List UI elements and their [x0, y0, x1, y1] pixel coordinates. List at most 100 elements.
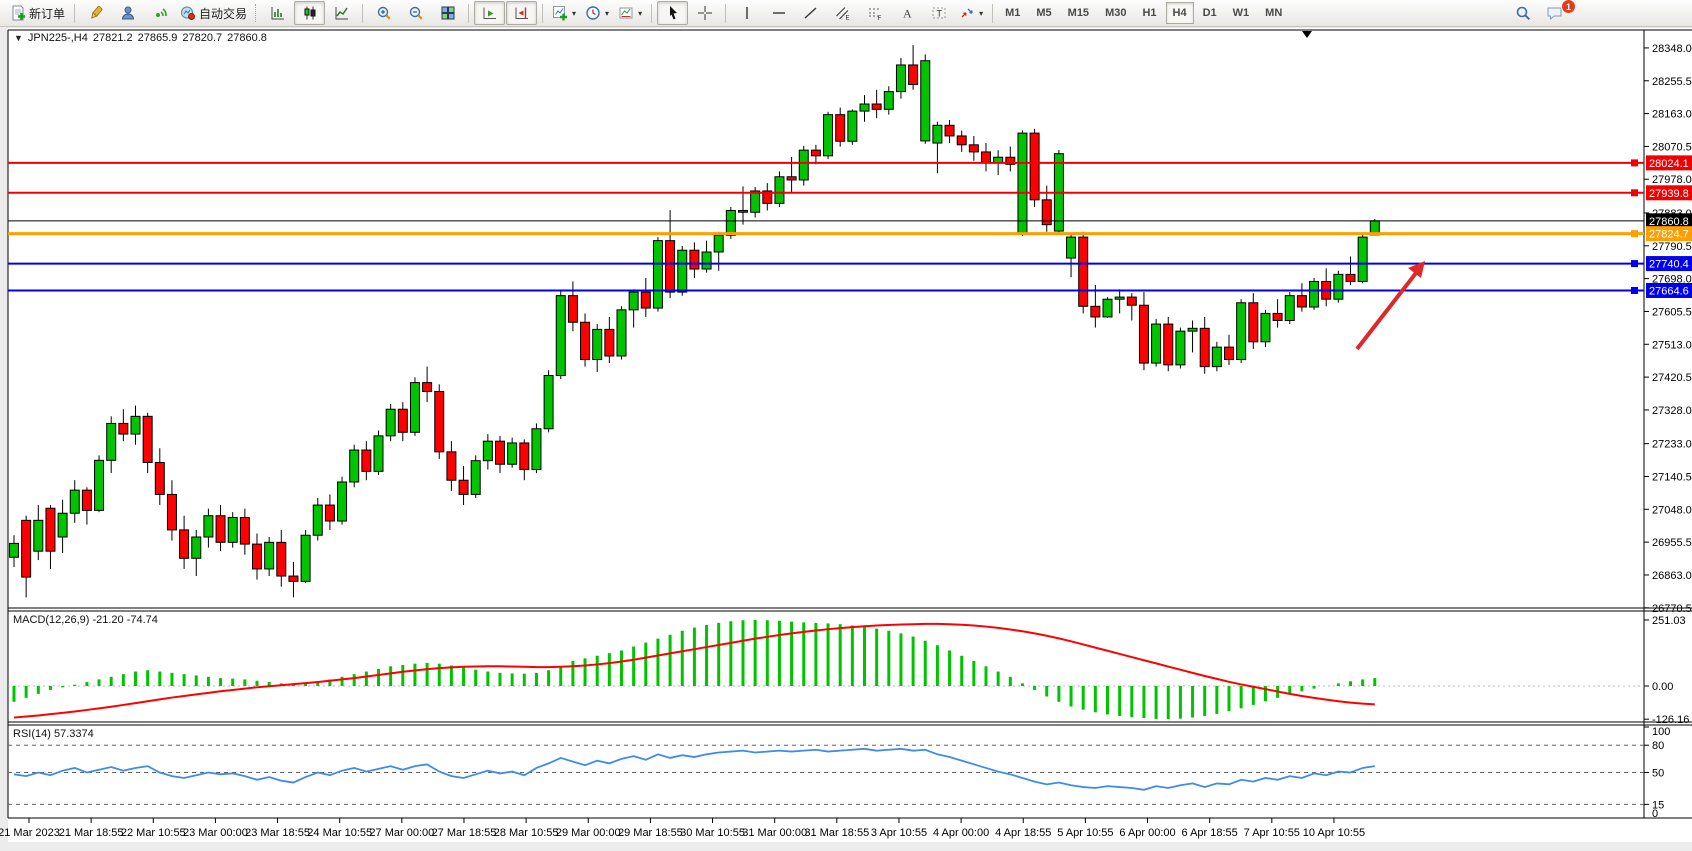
- trendline-button[interactable]: [795, 1, 826, 25]
- chart-symbol-period: JPN225-,H4: [27, 32, 88, 44]
- svg-text:27978.0: 27978.0: [1652, 174, 1692, 186]
- zoom-in-button[interactable]: [368, 1, 399, 25]
- svg-text:7 Apr 10:55: 7 Apr 10:55: [1244, 827, 1300, 839]
- svg-text:27 Mar 00:00: 27 Mar 00:00: [369, 827, 434, 839]
- autotrading-icon: [180, 5, 196, 21]
- line-chart-button[interactable]: [326, 1, 357, 25]
- svg-text:4 Apr 00:00: 4 Apr 00:00: [933, 827, 989, 839]
- horizontal-line-icon: [771, 5, 787, 21]
- templates-icon: [618, 5, 634, 21]
- price-tag: [1646, 282, 1692, 298]
- text-icon: A: [899, 5, 915, 21]
- templates-button[interactable]: ▾: [614, 1, 646, 25]
- macd-label: MACD(12,26,9) -21.20 -74.74: [13, 614, 158, 626]
- svg-text:80: 80: [1652, 740, 1664, 752]
- notification-badge: 1: [1561, 0, 1576, 14]
- new-order-button[interactable]: 新订单: [6, 1, 69, 25]
- metaeditor-icon: [88, 5, 104, 21]
- svg-text:27790.5: 27790.5: [1652, 241, 1692, 253]
- timeframe-group: M1 M5 M15 M30 H1 H4 D1 W1 MN: [998, 2, 1289, 24]
- svg-text:50: 50: [1652, 768, 1664, 780]
- auto-scroll-button[interactable]: [474, 1, 506, 25]
- autotrading-button[interactable]: 自动交易: [176, 1, 251, 25]
- timeframe-w1-button[interactable]: W1: [1232, 7, 1250, 19]
- svg-text:28070.5: 28070.5: [1652, 141, 1692, 153]
- cursor-button[interactable]: [657, 1, 689, 25]
- timeframe-mn-button[interactable]: MN: [1265, 7, 1283, 19]
- search-icon: [1515, 5, 1531, 21]
- svg-text:10 Apr 10:55: 10 Apr 10:55: [1303, 827, 1365, 839]
- toolbar: 新订单 自动交易 ▾ ▾ ▾ E F A T ▾ M1 M5 M15 M30 H1 H4 D…: [0, 0, 1692, 27]
- svg-text:23 Mar 00:00: 23 Mar 00:00: [183, 827, 248, 839]
- data-window-button[interactable]: [112, 1, 143, 25]
- price-tag: [1646, 155, 1692, 171]
- svg-text:31 Mar 18:55: 31 Mar 18:55: [804, 827, 869, 839]
- separator: [725, 3, 727, 23]
- svg-text:27698.0: 27698.0: [1652, 274, 1692, 286]
- price-tag: [1646, 226, 1692, 242]
- svg-text:4 Apr 18:55: 4 Apr 18:55: [995, 827, 1051, 839]
- chat-button[interactable]: 1: [1539, 0, 1576, 25]
- svg-text:27860.8: 27860.8: [1649, 216, 1689, 228]
- svg-text:29 Mar 18:55: 29 Mar 18:55: [618, 827, 683, 839]
- timeframe-d1-button[interactable]: D1: [1202, 7, 1217, 19]
- vertical-line-button[interactable]: [731, 1, 762, 25]
- ohlc-low: 27820.7: [182, 32, 223, 44]
- svg-text:26863.0: 26863.0: [1652, 570, 1692, 582]
- svg-text:28255.5: 28255.5: [1652, 76, 1692, 88]
- equidistant-channel-button[interactable]: E: [827, 1, 858, 25]
- timeframe-h4-button[interactable]: H4: [1165, 2, 1194, 24]
- bar-chart-button[interactable]: [262, 1, 293, 25]
- price-tag: [1646, 213, 1692, 229]
- svg-text:27513.0: 27513.0: [1652, 339, 1692, 351]
- chart-title: ▼ JPN225-,H4 27821.2 27865.9 27820.7 27860.8: [14, 32, 267, 44]
- separator: [542, 3, 544, 23]
- svg-text:0: 0: [1652, 808, 1658, 820]
- chart-background: [8, 28, 1692, 842]
- timeframe-m1-button[interactable]: M1: [1005, 7, 1021, 19]
- candlestick-series: [9, 45, 1380, 598]
- timeframe-m5-button[interactable]: M5: [1036, 7, 1052, 19]
- chart-shift-button[interactable]: [506, 1, 538, 25]
- arrows-button[interactable]: ▾: [955, 1, 987, 25]
- candlestick-chart-button[interactable]: [294, 1, 326, 25]
- new-order-label: 新订单: [29, 6, 66, 21]
- zoom-in-icon: [376, 5, 392, 21]
- svg-text:0.00: 0.00: [1652, 681, 1673, 693]
- chart-dropdown-icon[interactable]: ▼: [14, 33, 23, 43]
- signals-icon: [152, 5, 168, 21]
- svg-text:26770.5: 26770.5: [1652, 603, 1692, 615]
- svg-text:30 Mar 10:55: 30 Mar 10:55: [680, 827, 745, 839]
- timeframe-m30-button[interactable]: M30: [1105, 7, 1127, 19]
- svg-text:28163.0: 28163.0: [1652, 109, 1692, 121]
- svg-text:E: E: [845, 16, 849, 22]
- svg-text:27939.8: 27939.8: [1649, 188, 1689, 200]
- crosshair-button[interactable]: [689, 1, 720, 25]
- search-button[interactable]: [1507, 1, 1538, 25]
- rsi-label: RSI(14) 57.3374: [13, 728, 94, 740]
- timeframe-h1-button[interactable]: H1: [1142, 7, 1157, 19]
- tile-windows-button[interactable]: [432, 1, 463, 25]
- fibonacci-button[interactable]: F: [859, 1, 890, 25]
- svg-text:27233.0: 27233.0: [1652, 439, 1692, 451]
- zoom-out-button[interactable]: [400, 1, 431, 25]
- svg-text:27 Mar 18:55: 27 Mar 18:55: [432, 827, 497, 839]
- chevron-down-icon: ▾: [605, 8, 610, 18]
- label-button[interactable]: T: [923, 1, 954, 25]
- line-chart-icon: [334, 5, 350, 21]
- text-button[interactable]: A: [891, 1, 922, 25]
- signals-button[interactable]: [144, 1, 175, 25]
- horizontal-line-button[interactable]: [763, 1, 794, 25]
- new-order-icon: [10, 5, 26, 21]
- vertical-line-icon: [739, 5, 755, 21]
- periods-button[interactable]: ▾: [581, 1, 613, 25]
- svg-text:5 Apr 10:55: 5 Apr 10:55: [1057, 827, 1113, 839]
- label-icon: T: [931, 5, 947, 21]
- timeframe-m15-button[interactable]: M15: [1067, 7, 1090, 19]
- periods-icon: [585, 5, 601, 21]
- indicators-button[interactable]: ▾: [548, 1, 580, 25]
- metaeditor-button[interactable]: [80, 1, 111, 25]
- bar-chart-icon: [270, 5, 286, 21]
- svg-text:28024.1: 28024.1: [1649, 158, 1689, 170]
